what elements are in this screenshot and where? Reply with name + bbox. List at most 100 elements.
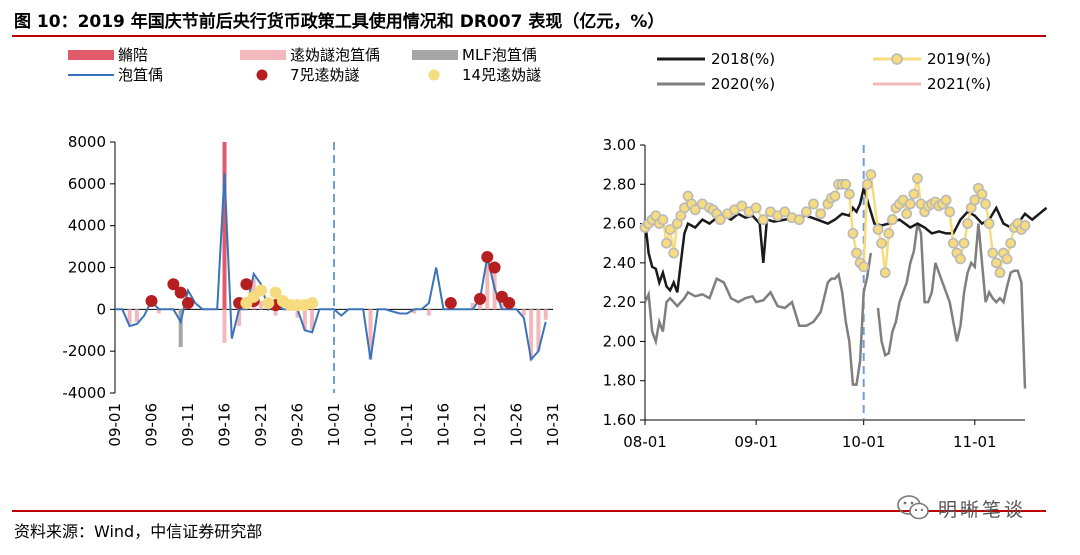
right-marker-2019 xyxy=(808,198,819,210)
left-bar xyxy=(273,309,278,316)
right-marker-2019 xyxy=(1005,237,1017,249)
left-bar xyxy=(470,303,475,310)
left-y-tick-label: 0 xyxy=(96,300,106,318)
right-marker-2019 xyxy=(990,257,1002,269)
left-legend-label: 泡笡偊 xyxy=(118,66,163,84)
right-marker-2019 xyxy=(958,237,970,249)
right-line-2020 xyxy=(876,223,1027,389)
figure-title: 图 10：2019 年国庆节前后央行货币政策工具使用情况和 DR007 表现（亿… xyxy=(14,12,665,32)
left-dot xyxy=(182,297,194,310)
right-marker-2019 xyxy=(736,200,748,212)
right-x-tick-label: 10-01 xyxy=(842,433,886,451)
right-marker-2019 xyxy=(858,261,870,273)
left-dot xyxy=(444,297,457,310)
left-line-series xyxy=(115,173,547,362)
left-bar xyxy=(412,309,417,314)
right-x-tick-label: 09-01 xyxy=(734,433,778,451)
right-marker-2019 xyxy=(779,206,791,218)
left-legend-label: 鏅陪 xyxy=(118,46,148,64)
left-bar xyxy=(543,309,548,320)
left-x-tick-label: 10-21 xyxy=(471,403,489,447)
left-legend-swatch xyxy=(256,69,268,81)
left-bar xyxy=(222,142,227,310)
left-legend-label: MLF泡笡偊 xyxy=(462,46,537,64)
right-marker-2019 xyxy=(689,204,701,216)
left-y-tick-label: 4000 xyxy=(68,217,106,235)
right-marker-2019 xyxy=(664,224,676,235)
left-x-tick-label: 10-06 xyxy=(362,403,380,447)
left-bar xyxy=(536,309,541,352)
right-marker-2019 xyxy=(1019,220,1031,231)
right-marker-2019 xyxy=(847,227,859,239)
left-dot xyxy=(167,278,180,291)
left-dot xyxy=(503,297,516,310)
right-marker-2019 xyxy=(994,267,1006,279)
right-y-tick-label: 1.80 xyxy=(603,372,636,390)
right-marker-2019 xyxy=(904,198,916,210)
right-y-tick-label: 2.20 xyxy=(603,293,636,311)
left-y-tick-label: -2000 xyxy=(62,342,106,360)
left-x-tick-label: 09-21 xyxy=(252,403,270,447)
right-line-2020 xyxy=(643,252,873,386)
right-marker-2019 xyxy=(983,218,995,229)
right-legend-label: 2018(%) xyxy=(711,50,775,68)
right-marker-2019 xyxy=(815,208,827,220)
left-y-tick-label: 8000 xyxy=(68,133,106,151)
right-x-tick-label: 11-01 xyxy=(953,433,997,451)
left-dot xyxy=(474,292,486,305)
left-bar xyxy=(499,296,504,310)
right-marker-2019 xyxy=(987,247,999,259)
left-legend-swatch xyxy=(428,69,440,81)
charts-canvas: -4000 -2000 0 2000 4000 6000 8000 09-01 09-06 09-… xyxy=(62,46,1048,451)
right-marker-2019 xyxy=(908,188,920,200)
left-bar xyxy=(368,309,373,360)
right-marker-2019 xyxy=(793,214,805,226)
right-marker-2019 xyxy=(940,194,952,206)
left-x-tick-label: 10-16 xyxy=(435,403,453,447)
right-marker-2019 xyxy=(865,169,877,180)
left-bar xyxy=(485,257,490,310)
left-bar xyxy=(259,300,263,310)
right-marker-2019 xyxy=(800,206,812,218)
left-bar xyxy=(302,309,307,331)
left-x-tick-label: 10-11 xyxy=(398,403,416,447)
right-marker-2019 xyxy=(872,224,884,235)
right-marker-2019 xyxy=(1001,253,1013,265)
left-y-tick-label: 2000 xyxy=(68,259,106,277)
left-dot xyxy=(269,286,282,299)
right-marker-2019 xyxy=(840,178,852,190)
right-marker-2019 xyxy=(843,188,855,200)
right-marker-2019 xyxy=(668,247,680,259)
right-line-2018 xyxy=(643,183,1048,293)
title-rule xyxy=(12,35,1046,37)
right-marker-2019 xyxy=(661,237,672,249)
right-legend-marker xyxy=(891,53,903,65)
right-marker-2019 xyxy=(980,198,991,210)
left-bar xyxy=(127,309,132,324)
right-y-tick-label: 3.00 xyxy=(603,136,636,154)
left-dot xyxy=(488,261,501,274)
left-legend-swatch xyxy=(240,50,286,60)
right-marker-2019 xyxy=(829,190,841,202)
left-bar xyxy=(134,309,139,322)
right-marker-2019 xyxy=(969,194,981,206)
right-y-tick-label: 2.60 xyxy=(603,215,636,233)
right-legend-label: 2020(%) xyxy=(711,75,775,93)
left-x-tick-label: 09-26 xyxy=(289,403,307,447)
left-x-tick-label: 09-06 xyxy=(143,403,161,447)
watermark: 明晰笔谈 xyxy=(896,494,1026,522)
right-marker-2019 xyxy=(955,253,966,265)
left-x-tick-label: 10-26 xyxy=(508,403,526,447)
left-x-tick-label: 10-01 xyxy=(325,403,343,447)
left-bar xyxy=(178,309,183,347)
left-x-tick-label: 09-01 xyxy=(106,403,124,447)
left-dot xyxy=(145,294,158,307)
left-dot xyxy=(255,284,267,297)
right-marker-2019 xyxy=(912,172,923,184)
wechat-icon xyxy=(897,495,929,520)
left-dot xyxy=(240,278,253,291)
left-bar xyxy=(295,309,300,318)
right-marker-2019 xyxy=(944,206,956,218)
left-legend-swatch xyxy=(68,50,114,60)
left-legend-label: 14兕逺妫譢 xyxy=(462,66,541,84)
